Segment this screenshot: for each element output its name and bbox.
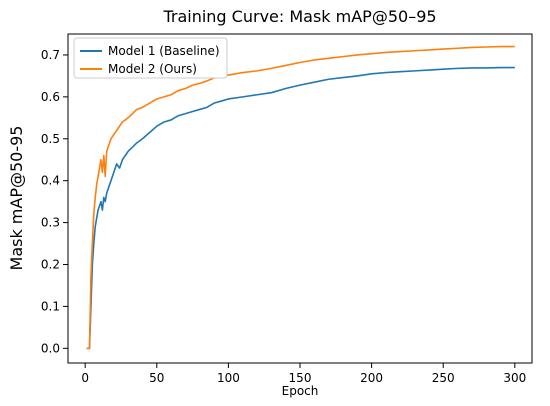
x-axis-label: Epoch [282,384,319,398]
y-tick-label: 0.4 [41,174,60,188]
x-tick-label: 100 [217,371,240,385]
series-line-1 [86,66,515,350]
y-axis-ticks: 0.0 0.1 0.2 0.3 0.4 0.5 0.6 0.7 [41,48,68,355]
x-tick-label: 200 [360,371,383,385]
legend-box [73,37,228,79]
y-tick-label: 0.1 [41,299,60,313]
chart-title: Training Curve: Mask mAP@50–95 [162,7,436,26]
legend-label-1: Model 1 (Baseline) [108,44,220,58]
y-tick-label: 0.0 [41,341,60,355]
y-tick-label: 0.6 [41,90,60,104]
series-line-2 [86,45,515,350]
plot-area [67,33,533,364]
x-tick-label: 0 [81,371,89,385]
series-lines [86,45,515,350]
y-tick-label: 0.3 [41,216,60,230]
x-axis-ticks: 0 50 100 150 200 250 300 [81,363,526,385]
legend-label-2: Model 2 (Ours) [108,62,197,76]
y-axis-label: Mask mAP@50-95 [7,126,26,271]
y-tick-label: 0.2 [41,258,60,272]
x-tick-label: 150 [289,371,312,385]
x-tick-label: 300 [503,371,526,385]
x-tick-label: 250 [432,371,455,385]
x-tick-label: 50 [149,371,164,385]
y-tick-label: 0.7 [41,48,60,62]
legend: Model 1 (Baseline) Model 2 (Ours) [73,37,228,79]
y-tick-label: 0.5 [41,132,60,146]
